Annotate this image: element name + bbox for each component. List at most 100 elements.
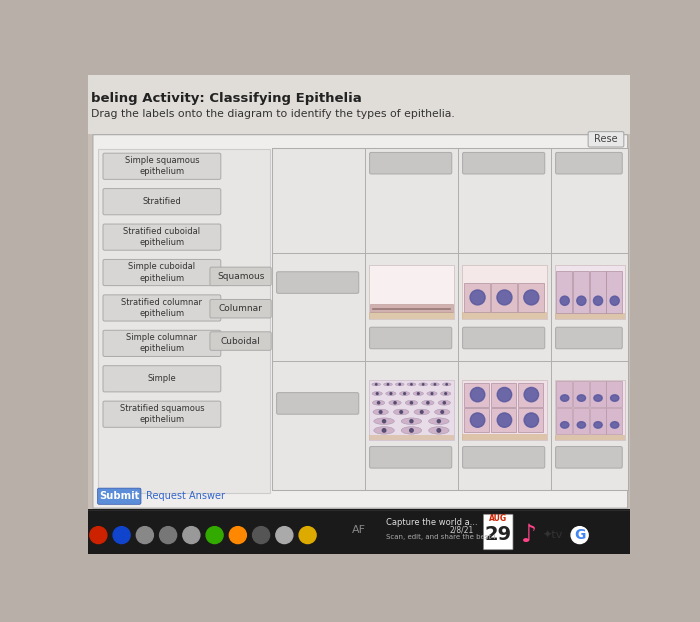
FancyBboxPatch shape <box>93 135 628 508</box>
Circle shape <box>382 420 386 423</box>
Ellipse shape <box>386 392 396 396</box>
Bar <box>518 408 543 432</box>
FancyBboxPatch shape <box>103 188 220 215</box>
Circle shape <box>524 388 538 402</box>
Text: Squamous: Squamous <box>217 272 265 281</box>
Ellipse shape <box>414 409 429 415</box>
FancyBboxPatch shape <box>556 327 622 349</box>
Circle shape <box>375 384 377 385</box>
Text: Capture the world a...: Capture the world a... <box>386 518 477 527</box>
Circle shape <box>497 413 512 427</box>
Bar <box>369 435 454 440</box>
FancyBboxPatch shape <box>484 514 513 550</box>
Bar <box>88 119 630 511</box>
Ellipse shape <box>442 383 451 386</box>
Circle shape <box>276 527 293 544</box>
Ellipse shape <box>561 422 569 428</box>
Ellipse shape <box>430 383 440 386</box>
Text: AUG: AUG <box>489 514 508 522</box>
Circle shape <box>446 384 447 385</box>
FancyBboxPatch shape <box>103 366 220 392</box>
Bar <box>556 408 573 434</box>
Bar <box>555 379 624 440</box>
FancyBboxPatch shape <box>370 152 452 174</box>
Circle shape <box>427 402 429 404</box>
Circle shape <box>377 392 378 394</box>
Circle shape <box>377 402 379 404</box>
Circle shape <box>417 392 419 394</box>
Text: ♪: ♪ <box>522 523 538 547</box>
Text: Scan, edit, and share the best i: Scan, edit, and share the best i <box>386 534 496 540</box>
Ellipse shape <box>384 383 393 386</box>
Ellipse shape <box>428 418 449 424</box>
Bar <box>88 509 630 554</box>
Circle shape <box>524 290 539 305</box>
Ellipse shape <box>407 383 416 386</box>
Bar <box>369 265 454 318</box>
Ellipse shape <box>610 395 619 401</box>
Circle shape <box>410 402 412 404</box>
Circle shape <box>443 402 445 404</box>
Circle shape <box>230 527 246 544</box>
Text: Simple columnar
epithelium: Simple columnar epithelium <box>127 333 197 353</box>
Ellipse shape <box>594 296 603 305</box>
Ellipse shape <box>560 296 569 305</box>
FancyBboxPatch shape <box>210 299 271 318</box>
Bar <box>462 265 547 318</box>
FancyBboxPatch shape <box>103 295 220 321</box>
Circle shape <box>497 388 512 402</box>
Circle shape <box>113 527 130 544</box>
FancyBboxPatch shape <box>588 132 624 147</box>
Ellipse shape <box>435 409 450 415</box>
Text: 2/8/21: 2/8/21 <box>449 526 474 535</box>
Bar <box>555 313 624 318</box>
FancyBboxPatch shape <box>556 152 622 174</box>
Ellipse shape <box>419 383 428 386</box>
Bar <box>555 265 624 318</box>
Ellipse shape <box>372 392 382 396</box>
Circle shape <box>470 388 485 402</box>
FancyBboxPatch shape <box>370 447 452 468</box>
Ellipse shape <box>577 296 586 305</box>
FancyBboxPatch shape <box>556 447 622 468</box>
Ellipse shape <box>428 427 449 434</box>
FancyBboxPatch shape <box>103 401 220 427</box>
Text: Stratified squamous
epithelium: Stratified squamous epithelium <box>120 404 204 424</box>
Circle shape <box>438 420 440 423</box>
Bar <box>555 435 624 440</box>
Circle shape <box>423 384 424 385</box>
Text: G: G <box>574 528 585 542</box>
Text: 29: 29 <box>484 525 512 544</box>
Bar <box>573 408 589 434</box>
Ellipse shape <box>427 392 437 396</box>
Circle shape <box>524 413 538 427</box>
Ellipse shape <box>610 422 619 428</box>
Ellipse shape <box>440 392 451 396</box>
Ellipse shape <box>372 401 385 405</box>
Bar <box>518 282 544 312</box>
FancyBboxPatch shape <box>103 224 220 250</box>
Ellipse shape <box>372 383 381 386</box>
Ellipse shape <box>401 427 421 434</box>
Circle shape <box>434 384 435 385</box>
Ellipse shape <box>421 401 434 405</box>
Bar <box>606 381 622 407</box>
Bar <box>589 271 606 313</box>
FancyBboxPatch shape <box>103 259 220 285</box>
Circle shape <box>470 290 485 305</box>
FancyBboxPatch shape <box>210 267 271 285</box>
Circle shape <box>206 527 223 544</box>
Ellipse shape <box>401 418 421 424</box>
Text: ✦tv: ✦tv <box>542 530 563 540</box>
Bar <box>589 408 606 434</box>
Circle shape <box>437 429 440 432</box>
FancyBboxPatch shape <box>463 447 545 468</box>
Circle shape <box>421 411 423 414</box>
Text: Simple: Simple <box>148 374 176 383</box>
Bar <box>370 304 452 312</box>
Bar <box>462 379 547 440</box>
Bar <box>556 381 573 407</box>
Ellipse shape <box>374 418 394 424</box>
Circle shape <box>404 392 405 394</box>
Bar <box>88 75 630 134</box>
